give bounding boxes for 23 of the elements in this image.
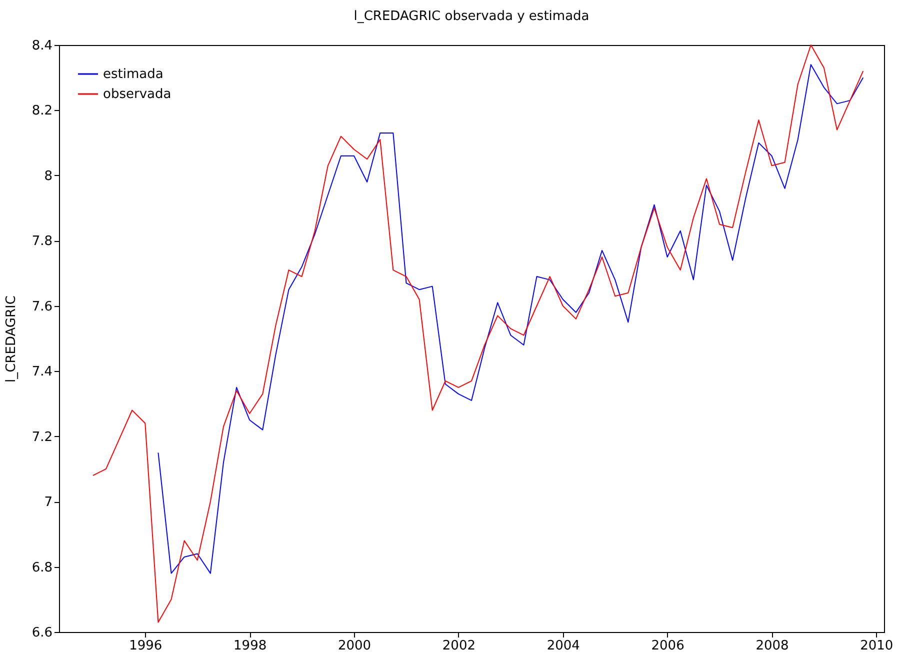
y-tick-label: 7.6 [32, 299, 52, 314]
x-tick-label: 2006 [651, 638, 684, 654]
y-tick-label: 7.2 [32, 430, 52, 445]
x-tick-label: 2004 [546, 638, 580, 654]
y-tick-label: 6.6 [32, 626, 52, 640]
legend-label: observada [103, 87, 172, 102]
y-tick-label: 8.2 [32, 104, 52, 119]
y-tick-label: 8 [44, 168, 52, 184]
x-tick-label: 2008 [756, 638, 789, 654]
x-tick-label: 2002 [442, 638, 476, 654]
x-tick-label: 2010 [860, 638, 894, 654]
line-series [92, 44, 864, 623]
y-tick-label: 7 [44, 495, 52, 510]
y-tick-label: 8.4 [32, 38, 52, 54]
y-tick-label: 7.4 [32, 364, 52, 380]
y-tick-label: 6.8 [32, 560, 52, 576]
y-tick-label: 7.8 [32, 234, 52, 250]
legend-label: estimada [103, 67, 164, 82]
y-axis-title: l_CREDAGRIC [4, 296, 19, 382]
x-tick-label: 1996 [129, 638, 162, 654]
x-tick-label: 1998 [234, 638, 267, 654]
chart-title: l_CREDAGRIC observada y estimada [354, 9, 590, 24]
x-tick-label: 2000 [338, 638, 372, 654]
